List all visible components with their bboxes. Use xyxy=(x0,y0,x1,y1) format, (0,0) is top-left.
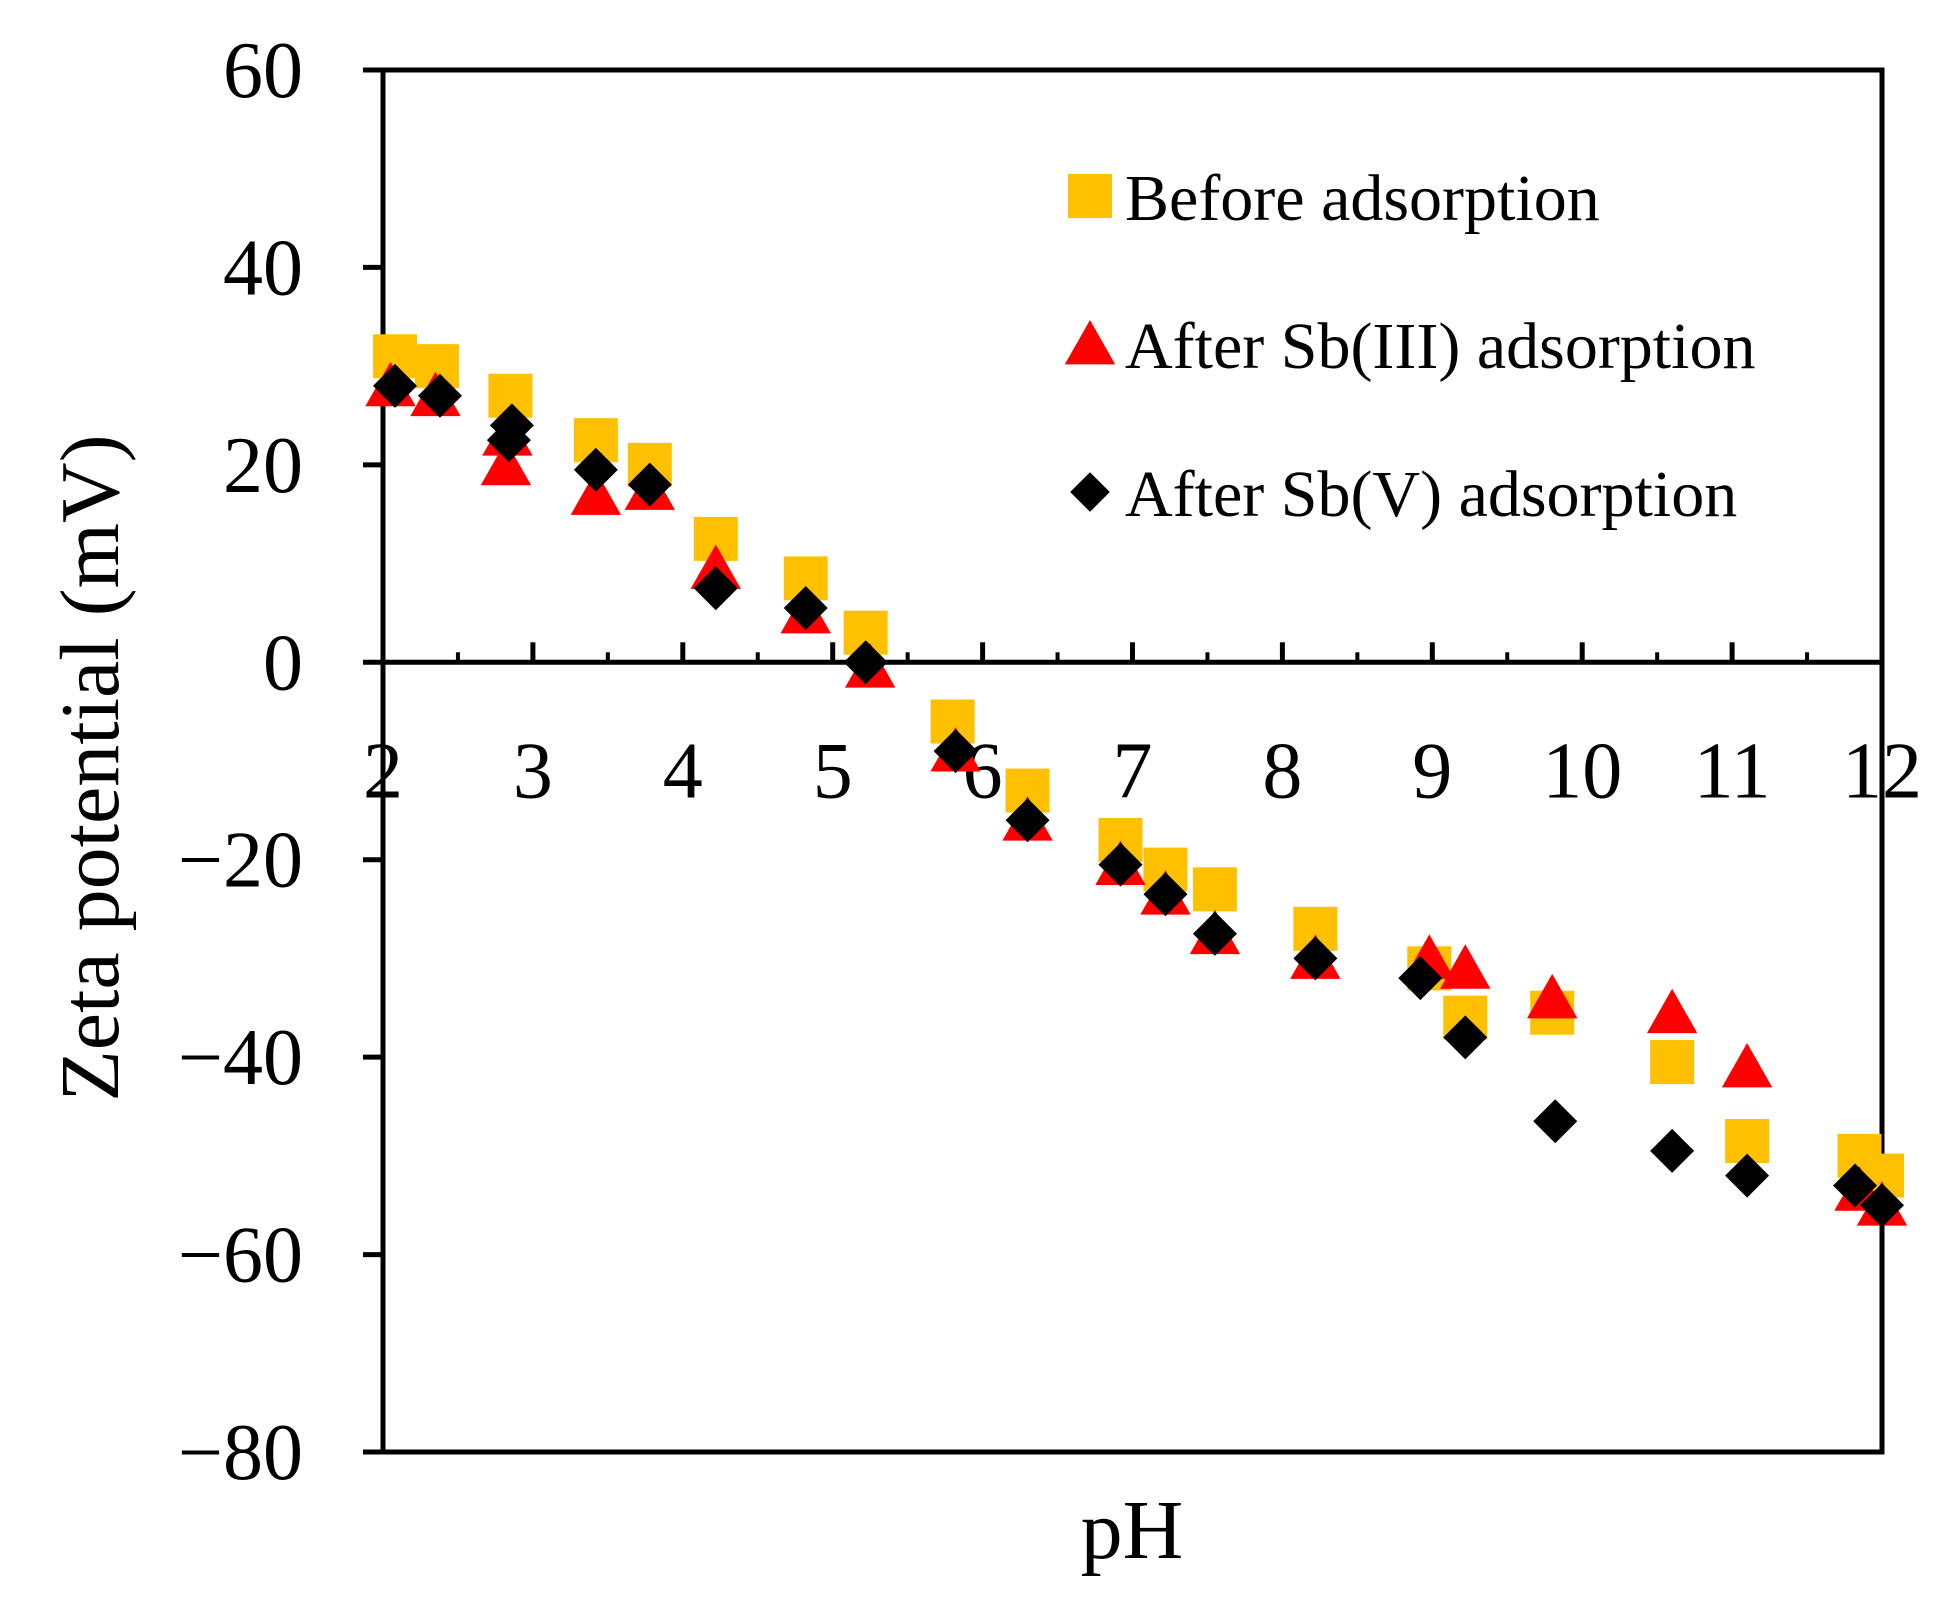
data-point-after-sb5-adsorption xyxy=(1005,798,1050,843)
data-point-after-sb5-adsorption xyxy=(1833,1163,1878,1208)
x-tick-label: 10 xyxy=(1542,727,1622,815)
data-point-after-sb3-adsorption xyxy=(480,440,532,486)
data-point-after-sb5-adsorption xyxy=(486,418,531,463)
data-point-after-sb3-adsorption xyxy=(1721,1043,1773,1088)
legend-item-before-adsorption: Before adsorption xyxy=(1068,162,1600,235)
data-point-after-sb5-adsorption xyxy=(1725,1153,1770,1198)
series-after-sb5-adsorption xyxy=(372,363,1904,1228)
x-tick-label: 5 xyxy=(813,727,853,815)
data-point-after-sb5-adsorption xyxy=(1398,956,1443,1001)
data-point-after-sb5-adsorption xyxy=(627,462,672,507)
data-point-after-sb3-adsorption xyxy=(570,470,622,515)
legend-label-before-adsorption: Before adsorption xyxy=(1125,162,1600,235)
data-point-after-sb5-adsorption xyxy=(933,729,978,774)
data-point-after-sb5-adsorption xyxy=(1533,1099,1578,1144)
data-point-after-sb5-adsorption xyxy=(693,566,738,611)
data-point-after-sb5-adsorption xyxy=(1650,1128,1695,1173)
x-axis-label: pH xyxy=(1081,1484,1184,1577)
plot-frame xyxy=(380,67,1885,1455)
data-point-after-sb5-adsorption xyxy=(1192,911,1237,956)
data-point-after-sb5-adsorption xyxy=(1443,1015,1488,1060)
y-tick-label: 40 xyxy=(223,224,303,312)
x-tick-label: 7 xyxy=(1113,727,1153,815)
data-point-after-sb5-adsorption xyxy=(1098,842,1143,887)
data-point-after-sb5-adsorption xyxy=(573,447,618,492)
x-tick-label: 2 xyxy=(363,727,403,815)
data-point-after-sb3-adsorption xyxy=(1527,973,1578,1019)
y-tick-label: 20 xyxy=(223,422,303,510)
legend-marker-before-adsorption xyxy=(1068,174,1112,218)
y-tick-label: 0 xyxy=(263,619,303,707)
legend-label-after-sb3-adsorption: After Sb(III) adsorption xyxy=(1125,310,1755,383)
data-point-after-sb5-adsorption xyxy=(372,363,417,408)
data-point-after-sb3-adsorption xyxy=(1440,944,1491,989)
data-point-after-sb5-adsorption xyxy=(783,585,828,630)
data-point-after-sb3-adsorption xyxy=(1646,988,1698,1034)
y-tick-label: 60 xyxy=(223,27,303,115)
y-tick-label: −60 xyxy=(178,1212,303,1300)
y-tick-label: −80 xyxy=(178,1409,303,1497)
data-point-after-sb5-adsorption xyxy=(1143,872,1188,917)
data-point-after-sb5-adsorption xyxy=(1293,936,1338,981)
x-tick-label: 12 xyxy=(1842,727,1922,815)
data-point-after-sb5-adsorption xyxy=(417,373,462,418)
legend-marker-after-sb5-adsorption xyxy=(1070,472,1110,512)
legend-label-after-sb5-adsorption: After Sb(V) adsorption xyxy=(1125,458,1737,531)
legend-marker-after-sb3-adsorption xyxy=(1064,320,1116,365)
data-point-before-adsorption xyxy=(1650,1040,1695,1085)
y-tick-label: −40 xyxy=(178,1014,303,1102)
y-tick-label: −20 xyxy=(178,817,303,905)
x-tick-label: 3 xyxy=(513,727,553,815)
x-tick-label: 9 xyxy=(1412,727,1452,815)
legend-item-after-sb3-adsorption: After Sb(III) adsorption xyxy=(1064,310,1755,383)
legend-item-after-sb5-adsorption: After Sb(V) adsorption xyxy=(1070,458,1737,531)
data-point-after-sb5-adsorption xyxy=(843,640,888,685)
x-tick-label: 8 xyxy=(1262,727,1302,815)
x-tick-label: 11 xyxy=(1694,727,1771,815)
x-tick-label: 4 xyxy=(663,727,703,815)
data-point-after-sb5-adsorption xyxy=(1860,1183,1904,1228)
y-axis-label: Zeta potential (mV) xyxy=(44,434,137,1101)
data-point-before-adsorption xyxy=(1192,867,1237,912)
